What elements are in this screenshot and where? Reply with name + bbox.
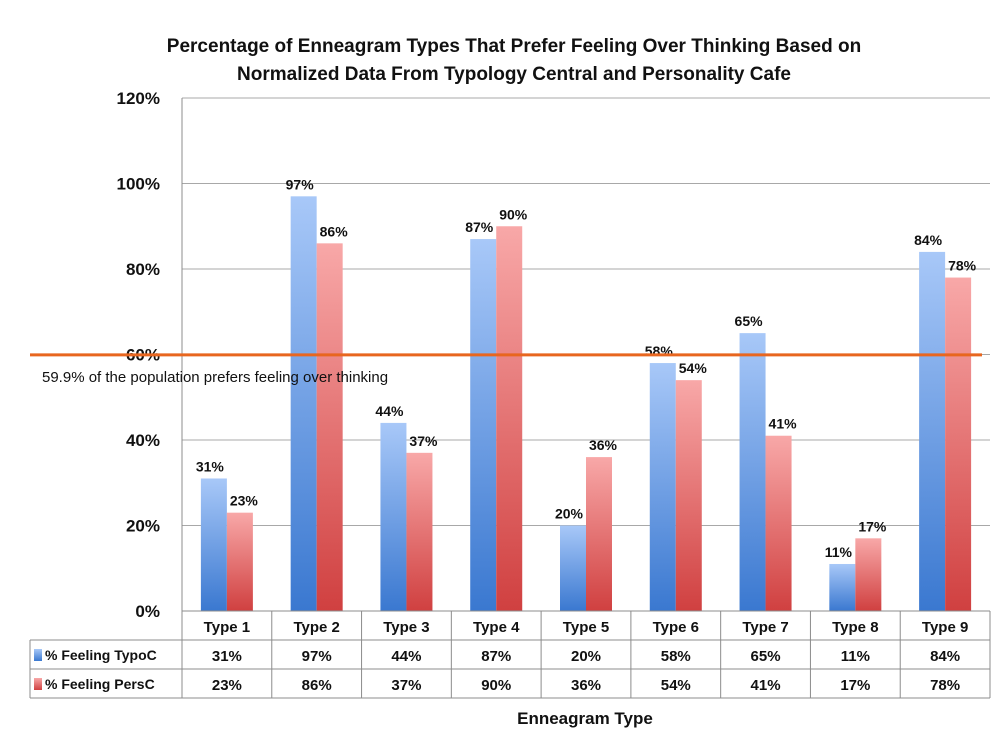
chart-title-line2: Normalized Data From Typology Central an… [237,64,791,85]
x-axis-title: Enneagram Type [517,709,653,728]
table-cell: 23% [212,677,242,694]
bar [765,435,792,611]
data-label: 41% [769,416,798,432]
data-label: 36% [589,437,618,453]
bar [560,525,586,611]
bar [496,226,523,611]
legend-label: % Feeling TypoC [45,647,157,663]
legend-key [34,678,42,690]
x-tick-label: Type 9 [922,619,968,636]
table-cell: 97% [302,648,332,665]
bar [290,196,317,611]
data-table: Type 1 Type 2 Type 3 Type 4 Type 5 Type 6 Type… [29,610,991,699]
bar [649,363,676,611]
data-label: 54% [679,360,708,376]
data-label: 97% [286,176,315,192]
table-cell: 44% [391,648,421,665]
data-label: 87% [465,219,494,235]
x-tick-label: Type 2 [293,619,339,636]
data-label: 58% [645,343,674,359]
table-cell: 41% [751,677,781,694]
bar [316,243,343,611]
bar [586,457,612,611]
legend-label: % Feeling PersC [45,676,155,692]
bar [829,563,856,611]
x-tick-label: Type 5 [563,619,609,636]
table-cell: 54% [661,677,691,694]
data-label: 65% [735,313,764,329]
data-label: 84% [914,232,943,248]
table-cell: 37% [391,677,421,694]
data-label: 31% [196,458,225,474]
y-tick-label: 120% [117,89,160,108]
table-cell: 20% [571,648,601,665]
bar [226,512,253,611]
y-tick-label: 100% [117,175,160,194]
data-label: 78% [948,258,977,274]
bar [200,478,227,611]
bar [919,251,946,611]
table-cell: 65% [751,648,781,665]
y-tick-label: 20% [126,517,160,536]
table-cell: 58% [661,648,691,665]
y-axis-ticks: 0%20%40%60%80%100%120% [117,89,160,621]
bar [945,277,972,611]
table-cell: 78% [930,677,960,694]
table-cell: 36% [571,677,601,694]
table-cell: 31% [212,648,242,665]
bar [855,538,882,611]
table-cell: 90% [481,677,511,694]
table-cell: 11% [841,648,870,665]
bar [675,380,702,611]
x-tick-label: Type 4 [473,619,520,636]
y-tick-label: 40% [126,431,160,450]
data-label: 17% [858,518,887,534]
x-tick-label: Type 1 [204,619,250,636]
y-tick-label: 80% [126,260,160,279]
table-cell: 87% [481,648,511,665]
bars [200,196,972,611]
bar [739,333,766,611]
x-tick-label: Type 7 [742,619,788,636]
x-tick-label: Type 8 [832,619,878,636]
table-cell: 17% [840,677,870,694]
chart-title-line1: Percentage of Enneagram Types That Prefe… [167,36,861,57]
data-label: 44% [375,403,404,419]
bar [380,422,407,611]
data-label: 23% [230,493,259,509]
bar [406,452,433,611]
bar [470,239,497,611]
reference-line-label: 59.9% of the population prefers feeling … [42,369,388,386]
x-tick-label: Type 3 [383,619,429,636]
data-label: 20% [555,506,584,522]
data-label: 37% [409,433,438,449]
data-labels: 31% 97% 44% 87% 20% 58% 65% 11% 84% 23% 86% 37% 90% 3… [196,176,977,560]
legend-key [34,649,42,661]
reference-line-group: 59.9% of the population prefers feeling … [30,353,982,386]
table-cell: 84% [930,648,960,665]
x-tick-label: Type 6 [653,619,699,636]
data-label: 90% [499,206,528,222]
data-label: 86% [320,223,349,239]
table-cell: 86% [302,677,332,694]
y-tick-label: 0% [135,602,160,621]
data-label: 11% [825,544,853,560]
